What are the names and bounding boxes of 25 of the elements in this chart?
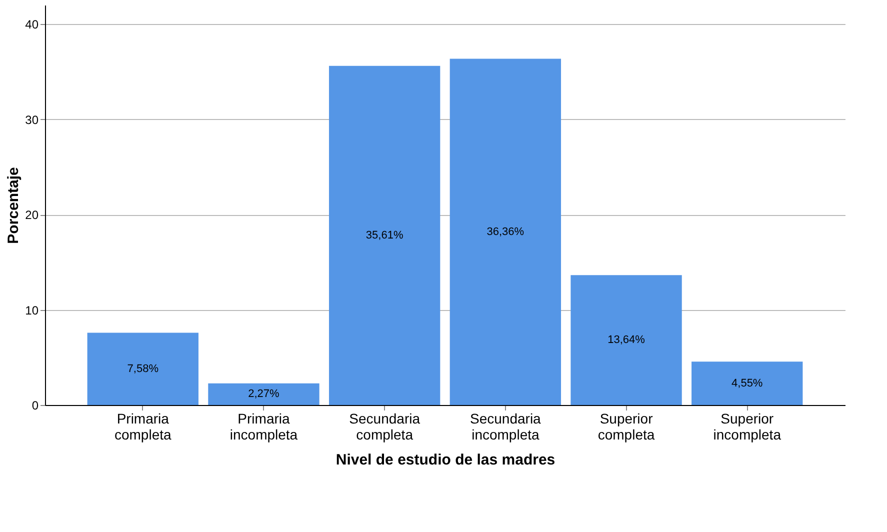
bar (450, 58, 562, 405)
y-tick-label: 10 (25, 303, 39, 318)
y-tick-label: 30 (25, 112, 39, 127)
bar (692, 362, 803, 405)
data-label: 35,61% (366, 229, 404, 242)
x-tick-label: Secundaria incompleta (470, 410, 542, 442)
bar (570, 275, 682, 405)
y-tick-label: 20 (25, 208, 39, 222)
x-tick-label: Primaria completa (114, 410, 172, 442)
data-label: 7,58% (127, 362, 159, 375)
x-tick-label: Superior incompleta (713, 410, 782, 442)
y-axis-title: Porcentaje (5, 167, 22, 244)
y-tick-label: 0 (32, 398, 39, 412)
x-tick-label: Primaria incompleta (230, 410, 298, 442)
data-label: 2,27% (248, 388, 280, 400)
data-label: 4,55% (732, 377, 763, 390)
x-tick-label: Superior completa (598, 410, 655, 442)
data-label: 13,64% (608, 334, 646, 346)
x-tick-label: Secundaria completa (349, 410, 420, 442)
data-label: 36,36% (486, 226, 524, 238)
y-tick-label: 40 (25, 18, 39, 32)
x-axis-title: Nivel de estudio de las madres (336, 452, 556, 468)
bar (328, 66, 440, 405)
bar (87, 332, 198, 405)
bar (208, 383, 320, 405)
